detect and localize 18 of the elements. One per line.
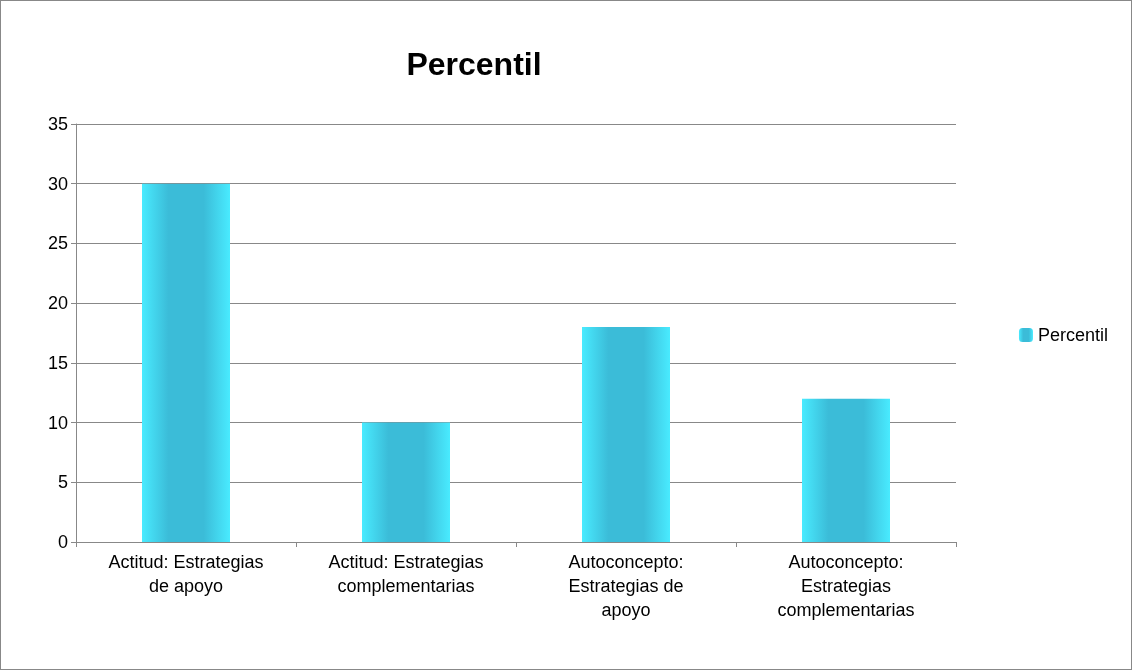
bar [802,398,890,542]
x-tick-label: Autoconcepto: Estrategias de apoyo [568,552,684,620]
y-tick-label: 30 [47,173,68,194]
y-tick-label: 10 [47,412,68,433]
x-tick-label: Actitud: Estrategias complementarias [328,552,484,596]
y-tick-label: 0 [57,532,68,552]
y-tick-label: 35 [47,114,68,134]
y-tick-label: 5 [57,472,68,493]
bar [142,183,230,542]
x-tick-label: Autoconcepto: Estrategias complementarias [777,552,915,620]
bar [582,327,670,542]
legend-label: Percentil [1037,325,1108,345]
y-tick-label: 15 [47,352,68,373]
x-tick-label: Actitud: Estrategias de apoyo [108,552,264,596]
bar [362,422,450,542]
y-tick-label: 25 [47,233,68,254]
y-tick-label: 20 [47,293,68,314]
chart-title: Percentil [406,46,542,82]
